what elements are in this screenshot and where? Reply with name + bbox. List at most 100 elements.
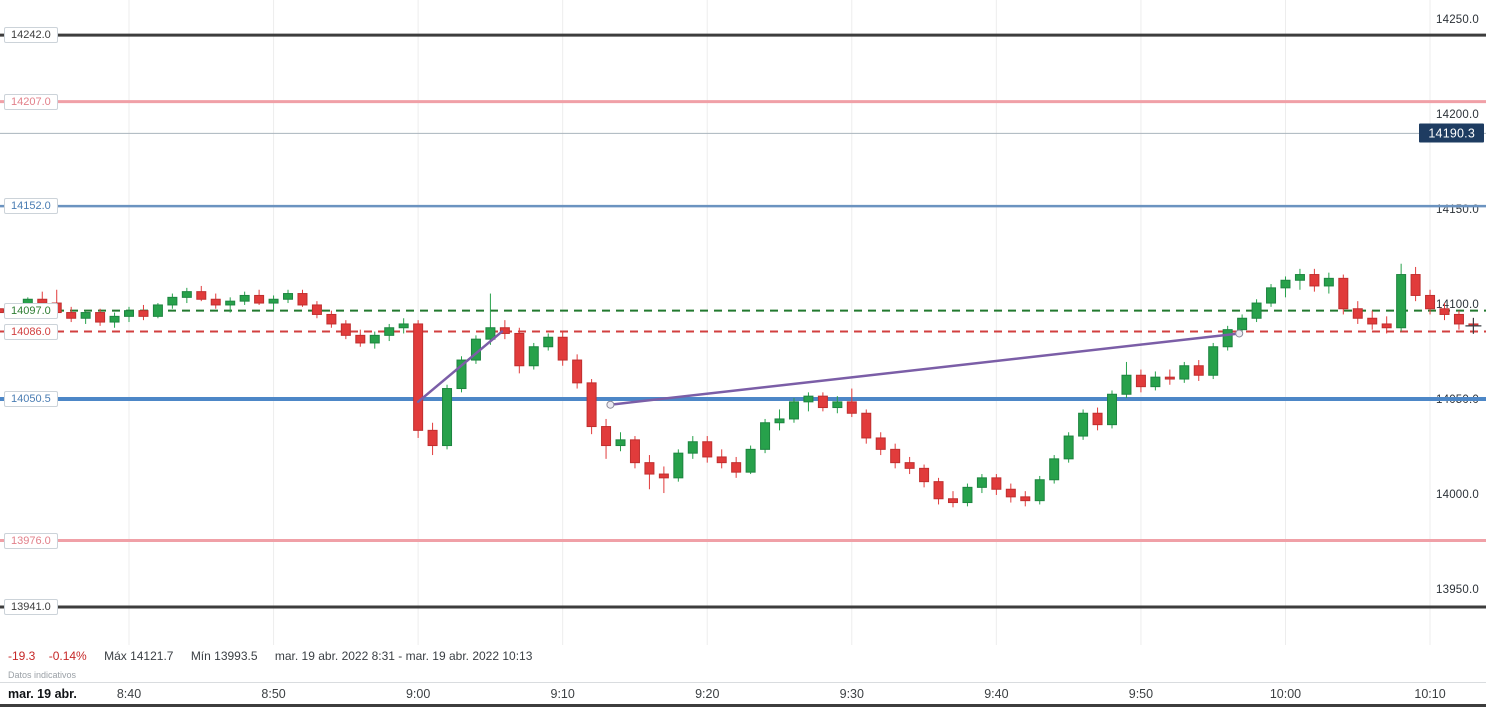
candle-body [297,293,308,306]
price-axis-label: 13950.0 [1436,583,1479,596]
price-level-label[interactable]: 14086.0 [4,323,58,340]
chart-plot-area[interactable] [0,0,1486,650]
candle-body [1049,458,1060,481]
price-axis-label: 14100.0 [1436,298,1479,311]
candle-body [1034,479,1045,502]
candle-body [1309,274,1320,287]
time-tick-label: 9:10 [550,687,575,701]
time-axis[interactable]: mar. 19 abr. 8:40 8:50 9:00 9:10 9:20 9:30 9:4… [0,682,1486,705]
candle-body [1425,294,1436,310]
candle-body [283,293,294,300]
candle-body [384,327,395,336]
candle-body [933,481,944,500]
candle-body [1107,393,1118,426]
candle-body [774,418,785,424]
candle-body [991,477,1002,490]
candle-body [485,327,496,340]
candle-body [1381,323,1392,329]
candle-body [1237,317,1248,331]
price-level-label[interactable]: 14050.5 [4,391,58,407]
candle-body [442,388,453,447]
candle-body [239,294,250,302]
candle-body [919,467,930,483]
candle-body [66,312,77,319]
time-tick-label: 10:10 [1414,687,1446,701]
candle-body [861,412,872,439]
time-range: mar. 19 abr. 2022 8:31 - mar. 19 abr. 20… [274,649,533,663]
candle-body [109,315,120,323]
candle-body [268,298,279,304]
candle-body [962,486,973,504]
candle-body [95,312,106,323]
candle-body [976,477,987,488]
candle-body [803,395,814,403]
candle-body [1396,274,1407,329]
candle-body [1266,287,1277,304]
trend-line[interactable] [609,332,1241,406]
candle-body [456,359,467,390]
candle-body [124,310,135,317]
price-axis-label: 14200.0 [1436,108,1479,121]
candle-body [1063,435,1074,460]
candle-body [832,401,843,409]
current-price-badge: 14190.3 [1419,123,1484,143]
price-level-label[interactable]: 14242.0 [4,27,58,44]
time-tick-label: 10:00 [1269,687,1302,701]
candle-body [629,439,640,464]
candle-body [210,298,221,306]
price-axis-label: 14250.0 [1436,13,1479,26]
candle-body [326,313,337,325]
candle-body [340,323,351,336]
candle-body [1164,376,1175,380]
price-level-label[interactable]: 14097.0 [4,302,58,319]
trend-line-handle[interactable] [1235,329,1244,338]
candle-body [369,334,380,344]
time-tick-label: 9:40 [984,687,1009,701]
candle-body [1367,317,1378,325]
candle-body [1179,365,1190,380]
candle-body [702,441,713,458]
time-tick-label: 8:40 [116,687,142,701]
candle-body [1150,376,1161,388]
price-level-label[interactable]: 14152.0 [4,198,58,215]
candle-body [586,382,597,428]
candle-body [687,441,698,454]
candle-body [1208,346,1219,376]
candle-body [1280,279,1291,289]
candle-body [543,336,554,348]
candle-body [745,448,756,473]
candle-body [355,334,366,344]
candle-body [890,448,901,464]
candle-body [1078,412,1089,437]
candle-body [152,304,163,317]
price-change: -19.3 [8,649,36,663]
candle-body [80,312,91,319]
candle-body [760,422,771,450]
candle-body [413,323,424,431]
candle-body [846,401,857,414]
trend-line-handle[interactable] [606,400,615,409]
time-tick-label: 8:50 [261,687,286,701]
candle-body [499,327,510,334]
session-max: Máx 14121.7 [104,649,174,663]
candle-body [181,291,192,298]
candle-body [1338,277,1349,310]
candle-body [1222,329,1233,348]
session-min: Mín 13993.5 [190,649,258,663]
candle-body [658,473,669,479]
chart-info-bar: -19.3 -0.14% Máx 14121.7 Mín 13993.5 mar… [8,649,546,663]
candle-body [716,456,727,464]
candle-body [167,296,178,306]
trend-line[interactable] [416,330,504,404]
candle-body [0,308,4,314]
time-tick-label: 9:50 [1128,687,1154,701]
candle-body [225,300,236,306]
price-level-label[interactable]: 14207.0 [4,93,58,110]
candle-body [673,452,684,479]
price-level-label[interactable]: 13941.0 [4,599,58,616]
candle-body [1005,488,1016,498]
candle-body [731,462,742,473]
price-level-label[interactable]: 13976.0 [4,532,58,549]
candle-body [572,359,583,384]
